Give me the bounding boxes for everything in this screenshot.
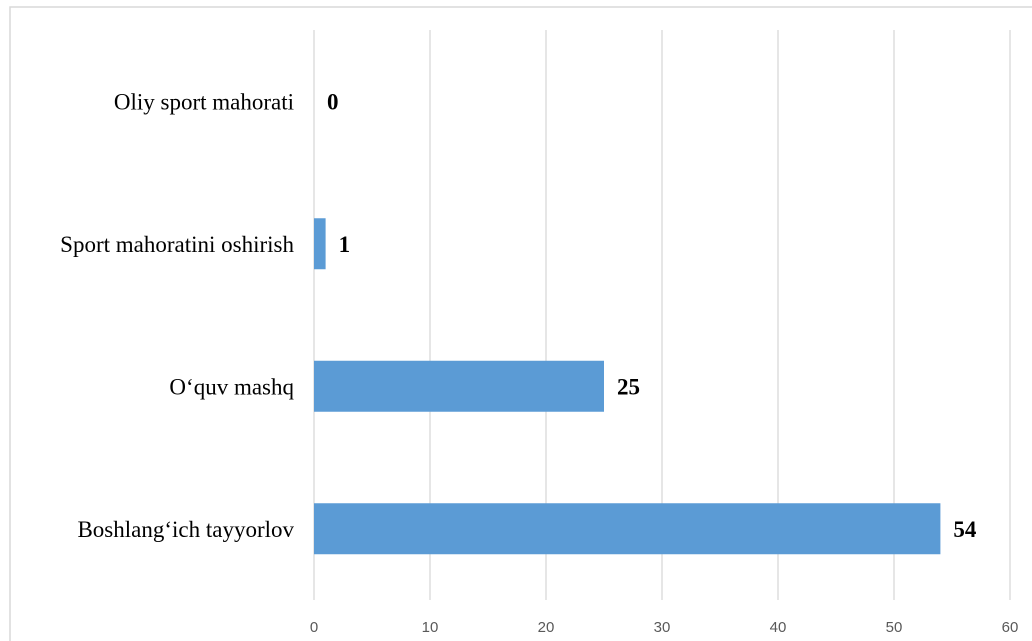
- x-tick-label: 10: [422, 619, 439, 636]
- x-tick-label: 60: [1002, 619, 1019, 636]
- category-label: O‘quv mashq: [169, 374, 294, 399]
- data-label: 1: [339, 232, 351, 257]
- data-label: 54: [953, 517, 977, 542]
- x-tick-label: 0: [310, 619, 318, 636]
- data-label: 0: [327, 89, 339, 114]
- category-label: Sport mahoratini oshirish: [60, 232, 294, 257]
- bar: [314, 218, 326, 269]
- x-tick-label: 50: [886, 619, 903, 636]
- bar: [314, 503, 940, 554]
- x-tick-label: 20: [538, 619, 555, 636]
- category-label: Oliy sport mahorati: [114, 89, 294, 114]
- category-label: Boshlang‘ich tayyorlov: [77, 517, 294, 542]
- x-tick-label: 30: [654, 619, 671, 636]
- data-label: 25: [617, 374, 640, 399]
- x-tick-label: 40: [770, 619, 787, 636]
- bar: [314, 361, 604, 412]
